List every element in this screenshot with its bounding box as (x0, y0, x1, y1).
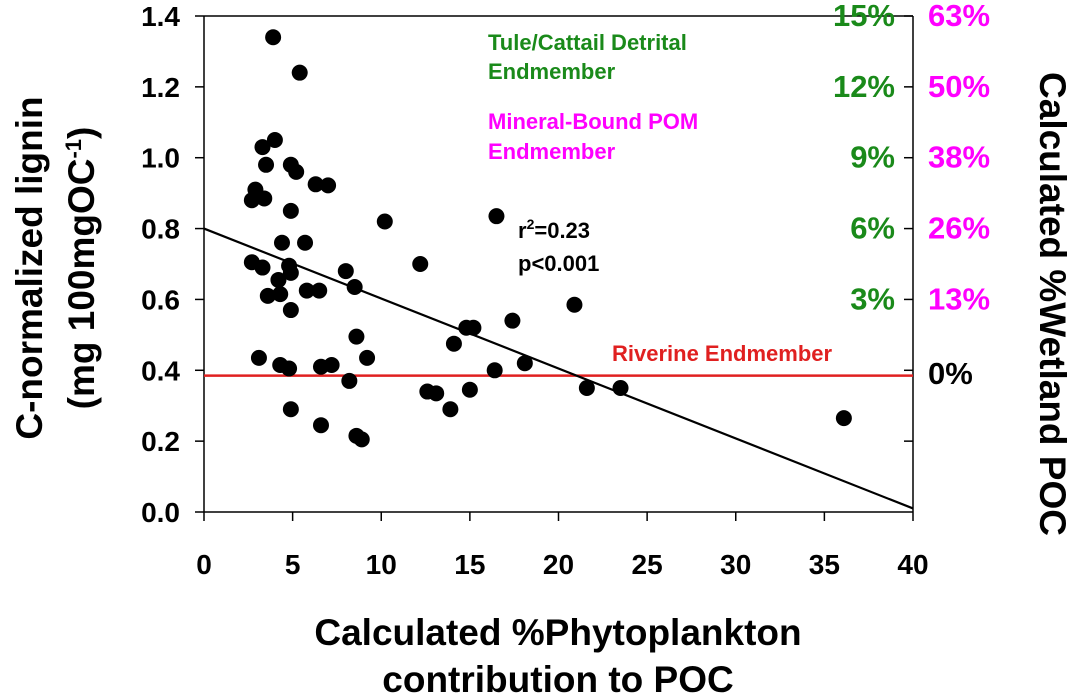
data-point (288, 163, 305, 180)
right-axis-wetland-percent: 13% (928, 281, 990, 316)
tule-label-line2: Endmember (488, 59, 616, 84)
data-point (272, 286, 289, 303)
data-point (353, 431, 370, 448)
x-tick-label: 10 (366, 549, 397, 580)
x-tick-label: 5 (285, 549, 301, 580)
y-tick-label: 1.0 (141, 143, 180, 174)
right-axis-tule-percent: 6% (850, 211, 895, 246)
right-axis-wetland-percent: 0% (928, 356, 973, 391)
data-point (250, 349, 267, 366)
y-tick-label: 0.2 (141, 426, 180, 457)
data-point (291, 64, 308, 81)
data-point (486, 362, 503, 379)
data-point (465, 319, 482, 336)
data-point (254, 259, 271, 276)
data-point (346, 279, 363, 296)
right-axis-tule-percent: 3% (850, 281, 895, 316)
x-tick-label: 20 (543, 549, 574, 580)
r-squared-label: r2=0.23 (518, 216, 590, 243)
data-points (243, 29, 852, 448)
data-point (258, 156, 275, 173)
data-point (442, 401, 459, 418)
data-point (359, 349, 376, 366)
data-point (266, 132, 283, 148)
y-axis-unit-main: (mg 100mgOC (61, 159, 102, 410)
y-axis-title-line1: C-normalized lignin (9, 96, 50, 439)
right-axis-tule-percent: 12% (833, 69, 895, 104)
data-point (259, 287, 276, 304)
data-point (320, 177, 337, 194)
mineral-label-line1: Mineral-Bound POM (488, 109, 698, 134)
data-point (282, 202, 299, 219)
data-point (461, 381, 478, 398)
regression-line (203, 227, 914, 510)
x-tick-label: 30 (720, 549, 751, 580)
y-tick-label: 0.8 (141, 214, 180, 245)
data-point (504, 312, 521, 329)
tule-label-line1: Tule/Cattail Detrital (488, 30, 687, 55)
data-point (311, 282, 328, 299)
x-tick-label: 15 (454, 549, 485, 580)
y-tick-label: 0.6 (141, 284, 180, 315)
data-point (243, 192, 260, 209)
data-point (282, 264, 299, 281)
y-axis-unit-close: ) (61, 127, 102, 139)
data-point (516, 355, 533, 372)
r-squared-value: =0.23 (534, 218, 590, 243)
y-tick-label: 0.4 (141, 355, 180, 386)
right-axis-wetland-percent: 38% (928, 140, 990, 175)
data-point (307, 176, 324, 193)
data-point (445, 335, 462, 352)
y-axis-ticks: 0.0 0.2 0.4 0.6 0.8 1.0 1.2 1.4 (141, 1, 204, 528)
data-point (282, 401, 299, 418)
p-value-label: p<0.001 (518, 251, 599, 276)
data-point (281, 360, 298, 377)
data-point (256, 190, 273, 207)
x-axis-ticks: 0 5 10 15 20 25 30 35 40 (196, 512, 929, 580)
x-tick-label: 0 (196, 549, 212, 580)
x-tick-label: 35 (809, 549, 840, 580)
x-tick-label: 40 (897, 549, 928, 580)
data-point (341, 372, 358, 389)
data-point (412, 256, 429, 272)
data-point (612, 380, 629, 396)
mineral-label-line2: Endmember (488, 139, 616, 164)
right-axis-tule-percent: 9% (850, 140, 895, 175)
right-axis-tule-percent: 15% (833, 0, 895, 33)
right-axis-title: Calculated %Wetland POC (1032, 72, 1073, 536)
y-tick-label: 0.0 (141, 497, 180, 528)
y-tick-label: 1.4 (141, 1, 180, 32)
x-axis-title-line1: Calculated %Phytoplankton (314, 612, 801, 653)
data-point (265, 29, 282, 46)
data-point (297, 234, 314, 251)
y-axis-unit-superscript: -1 (61, 139, 86, 159)
data-point (273, 234, 290, 251)
data-point (578, 380, 595, 396)
x-axis-title-line2: contribution to POC (382, 659, 733, 699)
data-point (428, 385, 445, 402)
right-axis-wetland-percent: 63% (928, 0, 990, 33)
y-axis-title-line2: (mg 100mgOC-1) (61, 127, 102, 410)
data-point (312, 417, 329, 434)
data-point (270, 271, 287, 288)
right-axis-ticks: 15% 12% 9% 6% 3% 63% 50% 38% 26% 13% 0% (833, 0, 990, 442)
data-point (337, 263, 354, 280)
data-point (376, 213, 393, 230)
r-squared-prefix: r (518, 218, 527, 243)
data-point (298, 282, 315, 299)
x-tick-label: 25 (632, 549, 663, 580)
riverine-label: Riverine Endmember (612, 341, 833, 366)
data-point (254, 139, 271, 156)
data-point (566, 296, 583, 313)
data-point (282, 302, 299, 319)
data-point (348, 328, 365, 345)
data-point (488, 208, 505, 225)
r-squared-superscript: 2 (527, 216, 535, 232)
y-tick-label: 1.2 (141, 72, 180, 103)
right-axis-wetland-percent: 50% (928, 69, 990, 104)
data-point (835, 410, 852, 427)
right-axis-wetland-percent: 26% (928, 211, 990, 246)
data-point (323, 356, 340, 373)
